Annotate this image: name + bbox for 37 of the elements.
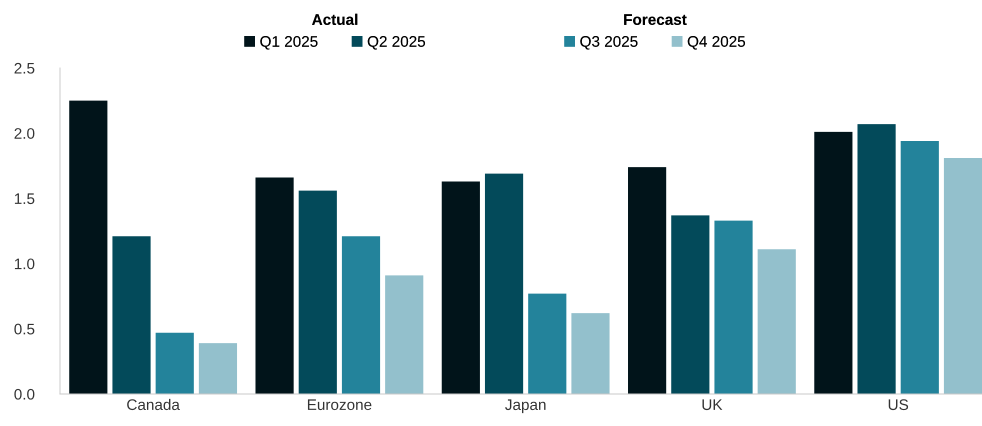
text: Actual (312, 14, 358, 25)
x-tick-label: Eurozone (308, 399, 372, 410)
bar (714, 220, 753, 394)
y-tick-label: 1.0 (14, 258, 34, 270)
x-tick-label: Japan (505, 399, 546, 414)
y-tick-label: 2.0 (14, 128, 34, 139)
bar (900, 141, 939, 394)
y-tick-label: 0.5 (14, 324, 34, 334)
bar (198, 343, 238, 394)
x-tick-label: UK (702, 399, 722, 410)
x-tick-label: Canada (127, 398, 180, 410)
legend-label: Q3 2025 (580, 36, 638, 50)
y-tick-label: 1.5 (14, 193, 34, 204)
bar (385, 275, 424, 394)
bar (342, 236, 380, 394)
legend-label: Q4 2025 (688, 36, 746, 50)
y-tick-label: 2.5 (14, 62, 34, 74)
bar (69, 100, 108, 394)
bar (628, 167, 666, 394)
bar (758, 249, 796, 394)
bar (944, 158, 982, 394)
bar (857, 124, 896, 394)
bar (671, 215, 710, 394)
bar (528, 294, 566, 394)
bar (814, 132, 852, 394)
bar (255, 178, 294, 394)
legend-label: Q1 2025 (260, 36, 318, 50)
x-tick-label: US (888, 399, 908, 410)
text: Forecast (624, 14, 687, 25)
y-tick-label: 0.0 (14, 388, 34, 400)
bar (571, 313, 610, 394)
bar (156, 332, 194, 394)
bar (112, 236, 151, 394)
legend-label: Q2 2025 (368, 36, 426, 50)
bar (442, 181, 480, 394)
bar (484, 174, 524, 394)
bar (298, 190, 337, 394)
